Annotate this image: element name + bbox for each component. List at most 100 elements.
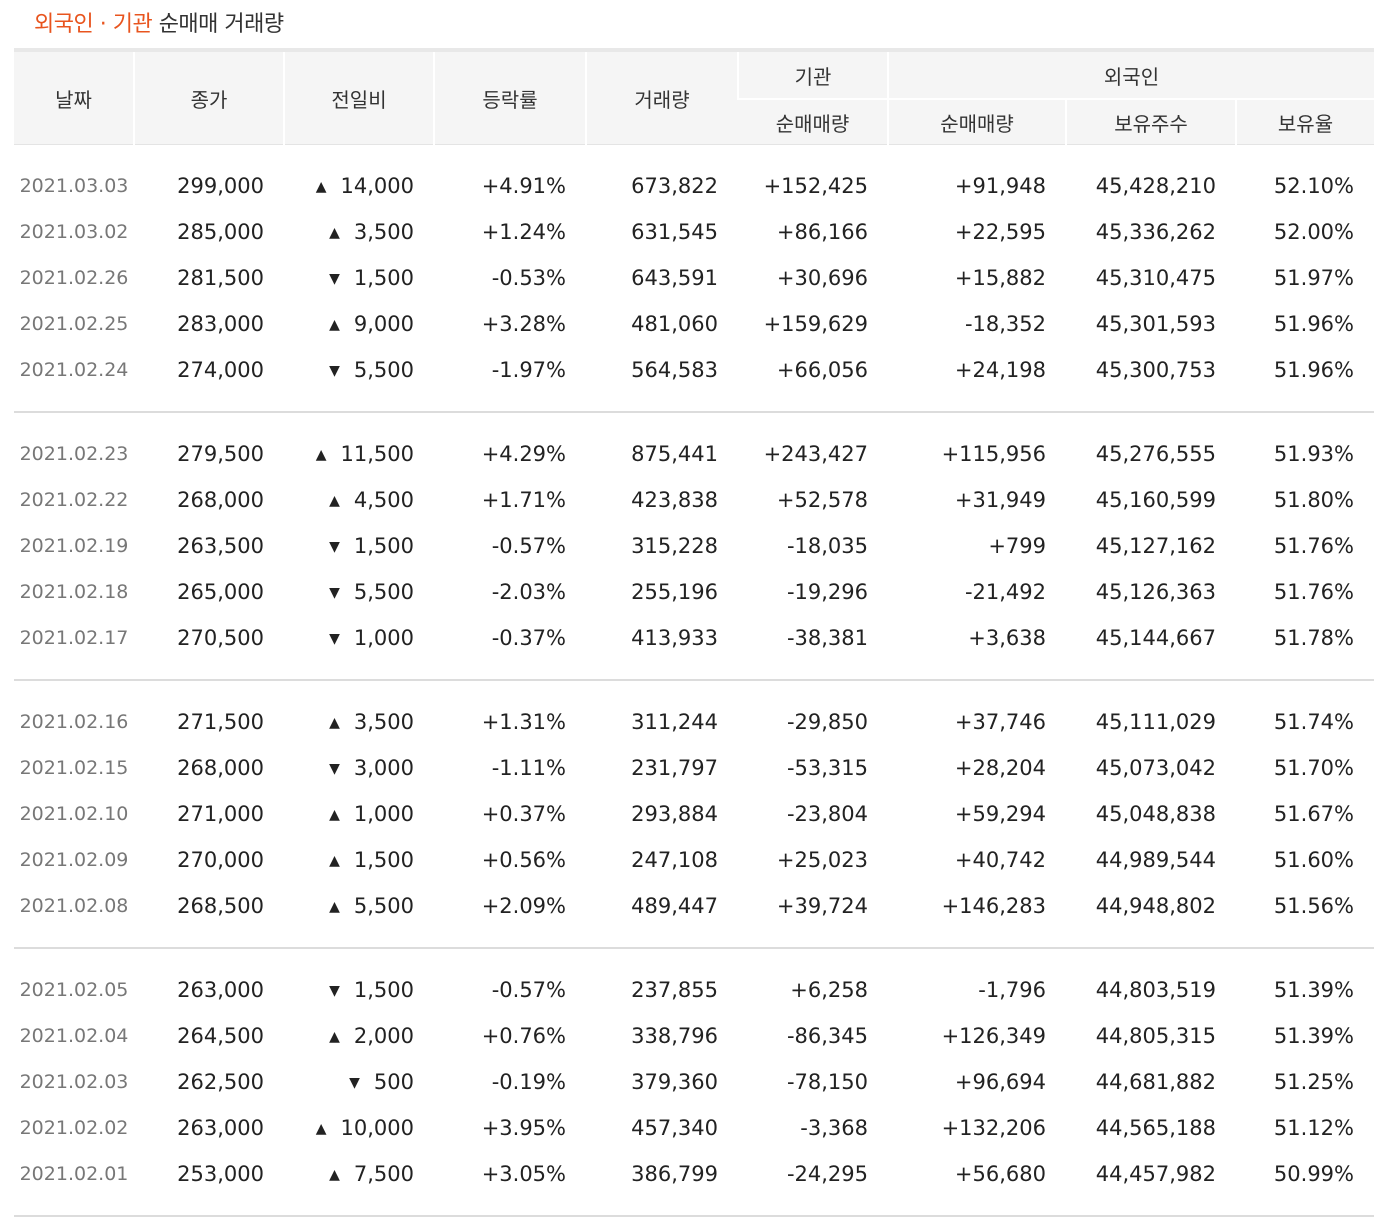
change-cell-value: 14,000 <box>341 174 414 198</box>
date-cell-value: 2021.02.19 <box>20 535 129 557</box>
volume-cell-value: 673,822 <box>631 174 718 198</box>
change-cell-value: 2,000 <box>354 1024 414 1048</box>
volume-cell-value: 457,340 <box>631 1116 718 1140</box>
volume-cell: 231,797 <box>586 745 738 791</box>
close-cell-value: 283,000 <box>177 312 264 336</box>
holdings-cell-value: 45,111,029 <box>1096 710 1216 734</box>
date-cell: 2021.02.01 <box>14 1151 134 1197</box>
holding-ratio-cell-value: 51.78% <box>1274 626 1354 650</box>
change-cell: ▲14,000 <box>284 163 434 209</box>
rate-cell-value: +0.56% <box>482 848 566 872</box>
foreign-net-cell: +56,680 <box>888 1151 1066 1197</box>
foreign-net-cell: -21,492 <box>888 569 1066 615</box>
close-cell-value: 274,000 <box>177 358 264 382</box>
holding-ratio-cell-value: 51.39% <box>1274 1024 1354 1048</box>
date-cell-value: 2021.02.25 <box>20 313 129 335</box>
volume-cell-value: 481,060 <box>631 312 718 336</box>
holdings-cell-value: 44,803,519 <box>1096 978 1216 1002</box>
triangle-up-icon: ▲ <box>329 225 340 241</box>
institution-net-cell-value: -24,295 <box>787 1162 868 1186</box>
date-cell: 2021.02.24 <box>14 347 134 393</box>
institution-net-cell: +243,427 <box>738 431 888 477</box>
institution-net-cell-value: -53,315 <box>787 756 868 780</box>
close-cell-value: 268,000 <box>177 756 264 780</box>
date-cell-value: 2021.02.10 <box>20 803 129 825</box>
holdings-cell-value: 45,048,838 <box>1096 802 1216 826</box>
foreign-net-cell: +799 <box>888 523 1066 569</box>
institution-net-cell-value: -3,368 <box>800 1116 868 1140</box>
close-cell-value: 268,500 <box>177 894 264 918</box>
volume-cell-value: 237,855 <box>631 978 718 1002</box>
triangle-down-icon: ▼ <box>329 585 340 601</box>
institution-net-cell-value: -78,150 <box>787 1070 868 1094</box>
close-cell-value: 253,000 <box>177 1162 264 1186</box>
triangle-up-icon: ▲ <box>329 493 340 509</box>
holding-ratio-cell: 51.25% <box>1236 1059 1374 1105</box>
triangle-up-icon: ▲ <box>329 715 340 731</box>
holdings-cell-value: 45,073,042 <box>1096 756 1216 780</box>
volume-cell-value: 875,441 <box>631 442 718 466</box>
date-cell: 2021.02.25 <box>14 301 134 347</box>
rate-cell: +3.28% <box>434 301 586 347</box>
change-cell: ▲5,500 <box>284 883 434 929</box>
volume-cell: 875,441 <box>586 431 738 477</box>
change-cell: ▲2,000 <box>284 1013 434 1059</box>
change-cell: ▼1,500 <box>284 255 434 301</box>
holdings-cell-value: 45,144,667 <box>1096 626 1216 650</box>
foreign-net-cell: +37,746 <box>888 699 1066 745</box>
holding-ratio-cell-value: 51.25% <box>1274 1070 1354 1094</box>
holdings-cell-value: 45,300,753 <box>1096 358 1216 382</box>
change-cell: ▼1,500 <box>284 523 434 569</box>
rate-cell: -0.57% <box>434 967 586 1013</box>
institution-net-cell-value: -18,035 <box>787 534 868 558</box>
triangle-down-icon: ▼ <box>329 363 340 379</box>
holdings-cell-value: 45,301,593 <box>1096 312 1216 336</box>
volume-cell: 311,244 <box>586 699 738 745</box>
foreign-net-cell-value: +96,694 <box>955 1070 1046 1094</box>
date-cell-value: 2021.02.16 <box>20 711 129 733</box>
date-cell-value: 2021.02.01 <box>20 1163 129 1185</box>
close-cell-value: 262,500 <box>177 1070 264 1094</box>
foreign-net-cell-value: +132,206 <box>942 1116 1046 1140</box>
holding-ratio-cell-value: 51.96% <box>1274 358 1354 382</box>
rate-cell-value: +1.31% <box>482 710 566 734</box>
rate-cell: +3.95% <box>434 1105 586 1151</box>
volume-cell: 631,545 <box>586 209 738 255</box>
rate-cell: +3.05% <box>434 1151 586 1197</box>
institution-net-cell: +52,578 <box>738 477 888 523</box>
institution-net-cell-value: +159,629 <box>764 312 868 336</box>
close-cell: 270,000 <box>134 837 284 883</box>
holdings-cell: 45,276,555 <box>1066 431 1236 477</box>
holdings-cell-value: 45,310,475 <box>1096 266 1216 290</box>
date-cell-value: 2021.02.24 <box>20 359 129 381</box>
institution-net-cell: -29,850 <box>738 699 888 745</box>
institution-net-cell: +25,023 <box>738 837 888 883</box>
header-institution: 기관 <box>738 50 888 99</box>
volume-cell-value: 293,884 <box>631 802 718 826</box>
holdings-cell-value: 45,160,599 <box>1096 488 1216 512</box>
rate-cell: +0.76% <box>434 1013 586 1059</box>
holding-ratio-cell: 51.70% <box>1236 745 1374 791</box>
holding-ratio-cell-value: 51.96% <box>1274 312 1354 336</box>
date-cell: 2021.02.16 <box>14 699 134 745</box>
rate-cell-value: -0.57% <box>492 978 566 1002</box>
rate-cell: -2.03% <box>434 569 586 615</box>
holdings-cell: 44,948,802 <box>1066 883 1236 929</box>
institution-net-cell: -19,296 <box>738 569 888 615</box>
rate-cell-value: -0.37% <box>492 626 566 650</box>
date-cell: 2021.03.03 <box>14 163 134 209</box>
institution-net-cell-value: -19,296 <box>787 580 868 604</box>
holdings-cell-value: 45,428,210 <box>1096 174 1216 198</box>
date-cell: 2021.02.09 <box>14 837 134 883</box>
foreign-net-cell: +22,595 <box>888 209 1066 255</box>
close-cell-value: 279,500 <box>177 442 264 466</box>
volume-cell: 247,108 <box>586 837 738 883</box>
close-cell: 285,000 <box>134 209 284 255</box>
